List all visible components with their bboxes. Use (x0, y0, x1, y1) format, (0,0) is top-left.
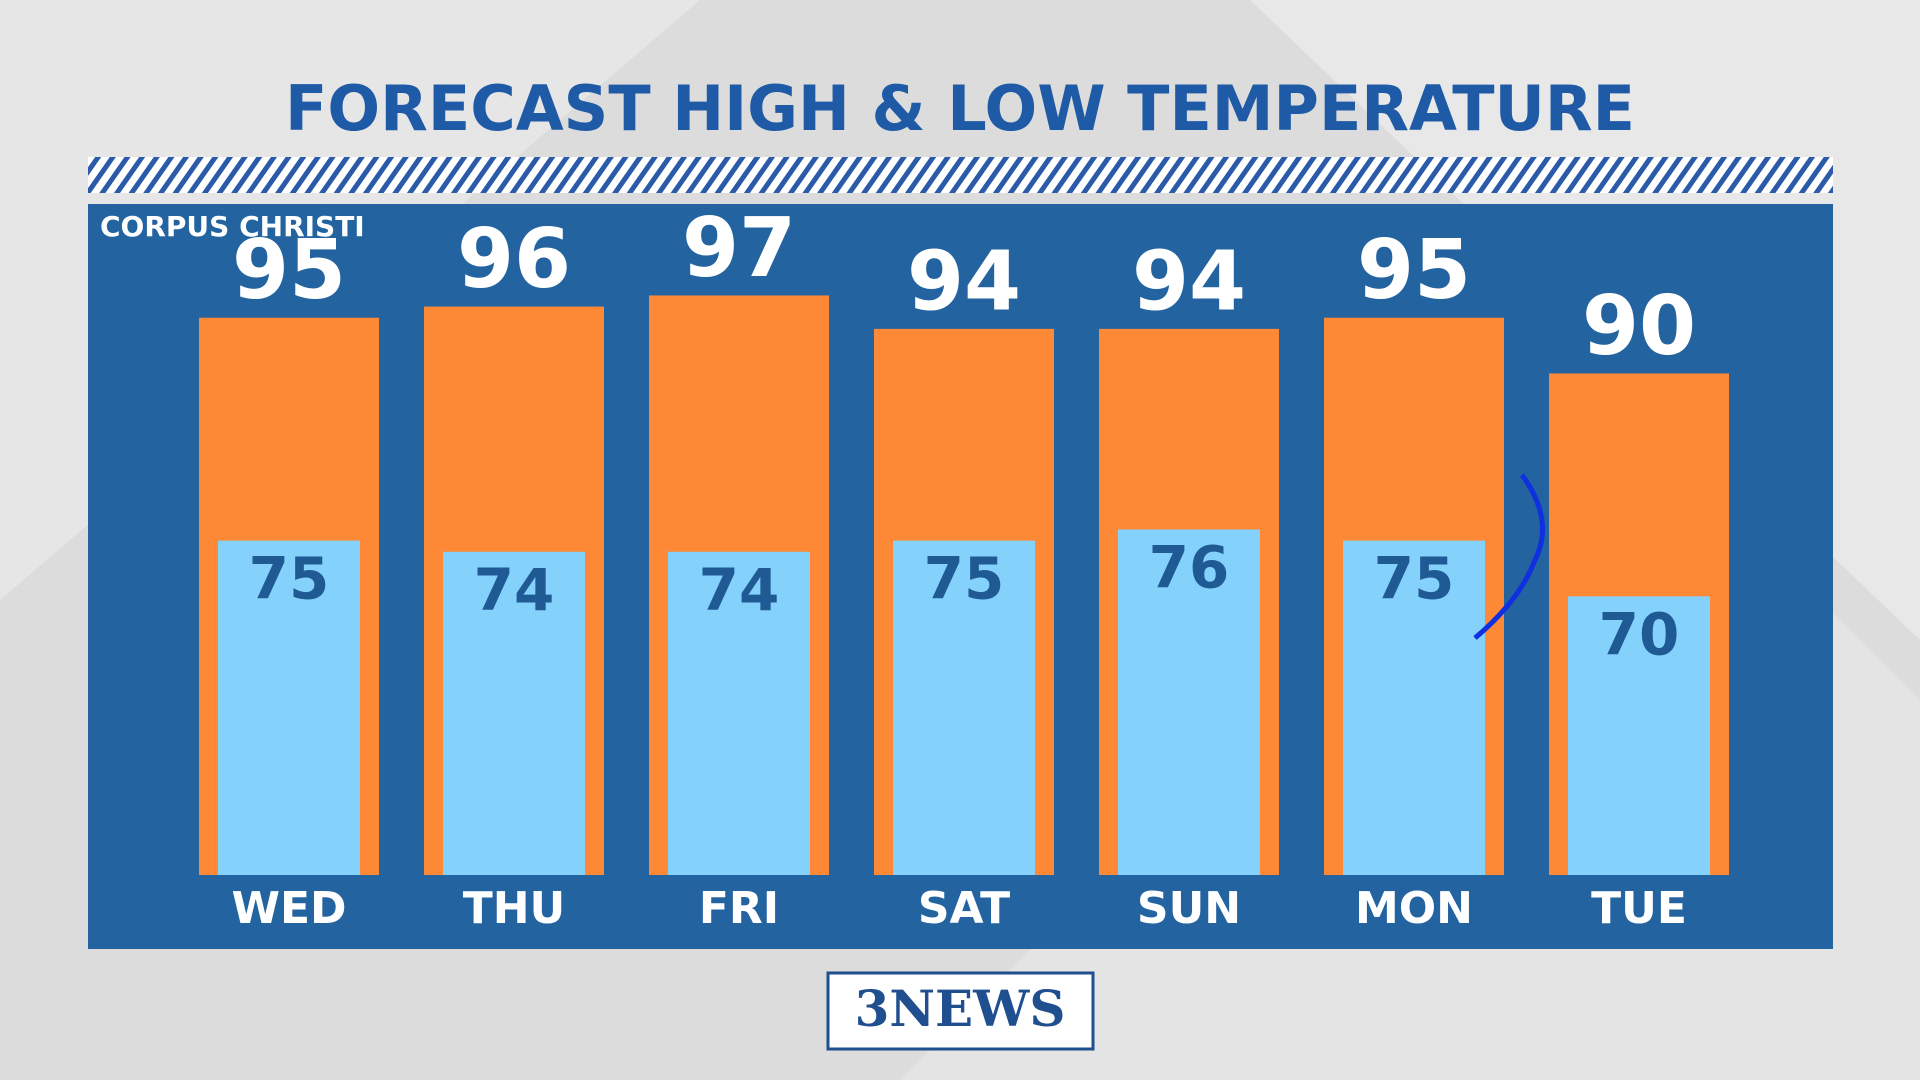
low-bar (1343, 540, 1485, 875)
x-tick-label: WED (231, 883, 346, 934)
high-label: 97 (682, 201, 796, 296)
x-tick-label: FRI (699, 883, 779, 934)
high-label: 95 (1357, 223, 1471, 318)
low-bar (1568, 596, 1710, 875)
x-tick-label: THU (463, 883, 566, 934)
cold-front (1473, 473, 1546, 640)
high-label: 96 (457, 212, 571, 307)
high-label: 95 (232, 223, 346, 318)
logo: 3NEWS (855, 979, 1066, 1038)
x-tick-label: SUN (1137, 883, 1241, 934)
low-bar (668, 551, 810, 875)
high-label: 94 (1132, 234, 1246, 329)
plot: 95 75 WED 96 74 THU 97 74 FRI 94 75 SAT 94 76 SUN 95 75 M… (199, 201, 1729, 934)
hatch-stripe (88, 157, 1833, 193)
low-label: 75 (1374, 545, 1455, 613)
low-label: 75 (924, 545, 1005, 613)
low-label: 74 (699, 556, 780, 624)
low-bar (1118, 529, 1260, 875)
low-bar (893, 540, 1035, 875)
low-bar (218, 540, 360, 875)
low-label: 74 (474, 556, 555, 624)
high-label: 90 (1582, 279, 1696, 374)
x-tick-label: TUE (1591, 883, 1687, 934)
low-label: 70 (1599, 600, 1680, 668)
chart-title: FORECAST HIGH & LOW TEMPERATURE (285, 72, 1635, 145)
low-label: 75 (249, 545, 330, 613)
x-tick-label: MON (1355, 883, 1473, 934)
low-bar (443, 551, 585, 875)
logo-box (826, 971, 1095, 1051)
low-label: 76 (1149, 534, 1230, 602)
high-label: 94 (907, 234, 1021, 329)
x-tick-label: SAT (918, 883, 1010, 934)
location: CORPUS CHRISTI (100, 210, 365, 243)
